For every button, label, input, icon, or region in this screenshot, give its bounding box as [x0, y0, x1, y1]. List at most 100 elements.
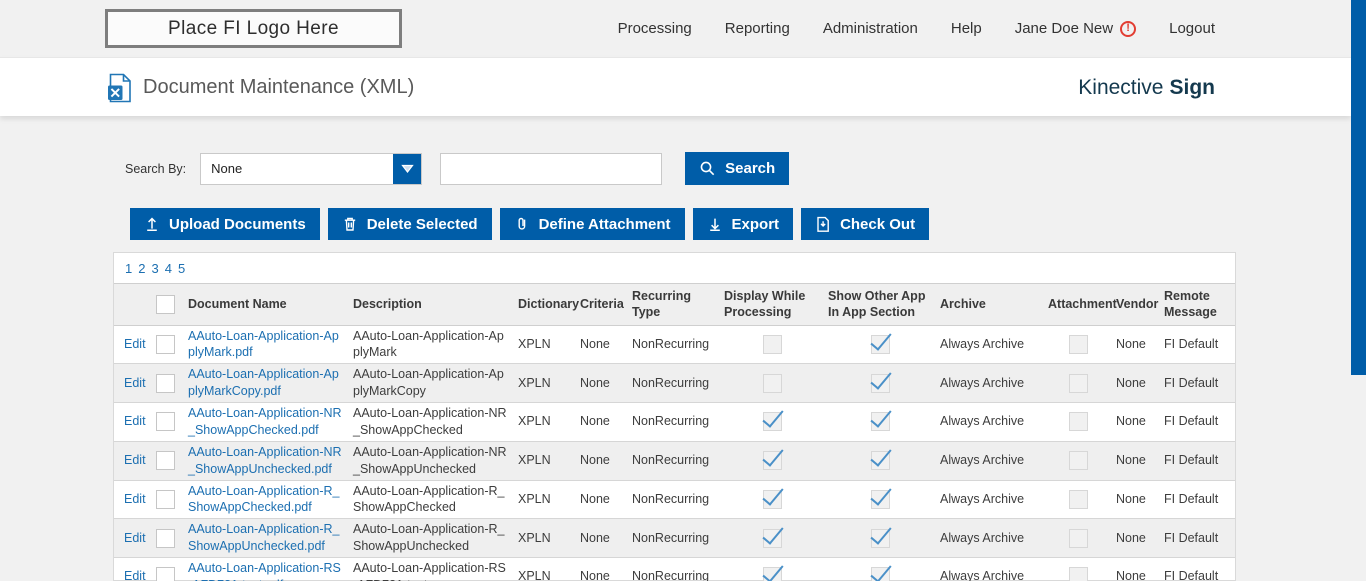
document-name-link[interactable]: AAuto-Loan-Application-NR_ShowAppChecked…: [188, 406, 342, 437]
col-select: [152, 283, 184, 326]
row-select-checkbox[interactable]: [156, 528, 175, 548]
description-cell: AAuto-Loan-Application-NR_ShowAppChecked: [349, 402, 514, 442]
document-name-link[interactable]: AAuto-Loan-Application-ApplyMarkCopy.pdf: [188, 367, 339, 399]
edit-link[interactable]: Edit: [124, 569, 146, 581]
archive-cell: Always Archive: [936, 441, 1044, 481]
table-row: Edit AAuto-Loan-Application-R_ShowAppUnc…: [114, 518, 1235, 558]
dictionary-cell: XPLN: [514, 480, 576, 520]
document-name-link[interactable]: AAuto-Loan-Application-R_ShowAppUnchecke…: [188, 522, 340, 554]
page-link-4[interactable]: 4: [164, 260, 172, 276]
page-link-5[interactable]: 5: [177, 260, 186, 276]
recurring-type-cell: NonRecurring: [628, 557, 720, 581]
document-tools-icon: [108, 73, 131, 102]
nav-administration[interactable]: Administration: [823, 20, 918, 37]
criteria-cell: None: [576, 518, 628, 558]
nav-reporting-label: Reporting: [724, 20, 790, 37]
page-link-3[interactable]: 3: [151, 260, 159, 276]
recurring-type-cell: NonRecurring: [628, 402, 720, 442]
description-cell: AAuto-Loan-Application-NR_ShowAppUncheck…: [349, 441, 514, 481]
description-cell: AAuto-Loan-Application-R_ShowAppChecked: [349, 480, 514, 520]
search-input[interactable]: [440, 152, 663, 185]
display-while-processing-checkbox: [762, 412, 782, 432]
check-out-button[interactable]: Check Out: [801, 208, 930, 240]
documents-panel: 1 2 3 4 5 Document Name Description Dict…: [113, 252, 1236, 581]
row-select-checkbox[interactable]: [156, 334, 175, 354]
criteria-cell: None: [576, 402, 628, 442]
select-all-checkbox[interactable]: [156, 294, 175, 314]
download-icon: [709, 218, 720, 232]
row-select-checkbox[interactable]: [156, 567, 175, 581]
dictionary-cell: XPLN: [514, 325, 576, 365]
recurring-type-cell: NonRecurring: [628, 441, 720, 481]
display-while-processing-checkbox: [762, 373, 782, 393]
col-description: Description: [349, 283, 514, 326]
archive-cell: Always Archive: [936, 480, 1044, 520]
upload-documents-button[interactable]: Upload Documents: [130, 208, 320, 240]
dictionary-cell: XPLN: [514, 441, 576, 481]
fi-logo-text: Place FI Logo Here: [168, 17, 339, 39]
brand-bold: Sign: [1169, 75, 1216, 99]
nav-processing[interactable]: Processing: [618, 20, 692, 37]
archive-cell: Always Archive: [936, 557, 1044, 581]
attachment-checkbox: [1068, 373, 1088, 393]
define-attachment-button[interactable]: Define Attachment: [499, 208, 685, 240]
search-button[interactable]: Search: [685, 152, 790, 185]
document-name-link[interactable]: AAuto-Loan-Application-NR_ShowAppUncheck…: [188, 444, 342, 476]
edit-link[interactable]: Edit: [124, 414, 146, 429]
table-row: Edit AAuto-Loan-Application-RS-AFD731-te…: [114, 557, 1235, 581]
table-row: Edit AAuto-Loan-Application-NR_ShowAppCh…: [114, 402, 1235, 442]
dictionary-cell: XPLN: [514, 402, 576, 442]
vendor-cell: None: [1112, 363, 1160, 403]
scrollbar-thumb[interactable]: [1351, 0, 1366, 375]
show-other-app-checkbox: [870, 451, 890, 471]
table-row: Edit AAuto-Loan-Application-ApplyMarkCop…: [114, 363, 1235, 403]
edit-link[interactable]: Edit: [124, 453, 146, 468]
toolbar: Upload Documents Delete Selected Define …: [130, 208, 930, 240]
edit-link[interactable]: Edit: [124, 336, 146, 351]
vendor-cell: None: [1112, 441, 1160, 481]
page-link-1[interactable]: 1: [125, 260, 133, 276]
chevron-down-icon: [393, 153, 422, 184]
check-out-label: Check Out: [840, 215, 916, 233]
search-row: Search By: None Search: [125, 152, 790, 185]
col-show-other-app: Show Other App In App Section: [824, 283, 936, 326]
criteria-cell: None: [576, 325, 628, 365]
nav-help[interactable]: Help: [951, 20, 982, 37]
nav-reporting[interactable]: Reporting: [725, 20, 790, 37]
attachment-checkbox: [1068, 528, 1088, 548]
brand-regular: Kinective: [1078, 75, 1164, 99]
row-select-checkbox[interactable]: [156, 489, 175, 509]
row-select-checkbox[interactable]: [156, 412, 175, 432]
edit-link[interactable]: Edit: [124, 530, 146, 545]
document-name-link[interactable]: AAuto-Loan-Application-RS-AFD731-test.pd…: [188, 561, 341, 581]
row-select-checkbox[interactable]: [156, 451, 175, 471]
show-other-app-checkbox: [870, 412, 890, 432]
col-remote-message: Remote Message: [1160, 283, 1235, 326]
row-select-checkbox[interactable]: [156, 373, 175, 393]
upload-icon: [147, 217, 157, 232]
edit-link[interactable]: Edit: [124, 375, 146, 390]
attachment-checkbox: [1068, 412, 1088, 432]
dictionary-cell: XPLN: [514, 518, 576, 558]
delete-selected-button[interactable]: Delete Selected: [327, 208, 492, 240]
paperclip-icon: [518, 217, 525, 230]
nav-logout[interactable]: Logout: [1169, 20, 1215, 37]
recurring-type-cell: NonRecurring: [628, 325, 720, 365]
page-link-2[interactable]: 2: [138, 260, 146, 276]
nav-user[interactable]: Jane Doe New !: [1015, 20, 1137, 37]
table-row: Edit AAuto-Loan-Application-ApplyMark.pd…: [114, 325, 1235, 365]
recurring-type-cell: NonRecurring: [628, 363, 720, 403]
recurring-type-cell: NonRecurring: [628, 518, 720, 558]
search-by-select[interactable]: None: [200, 152, 423, 185]
archive-cell: Always Archive: [936, 325, 1044, 365]
archive-cell: Always Archive: [936, 518, 1044, 558]
document-name-link[interactable]: AAuto-Loan-Application-R_ShowAppChecked.…: [188, 483, 340, 515]
export-button[interactable]: Export: [692, 208, 794, 240]
description-cell: AAuto-Loan-Application-ApplyMarkCopy: [349, 363, 514, 403]
nav-administration-label: Administration: [822, 20, 918, 37]
archive-cell: Always Archive: [936, 402, 1044, 442]
document-name-link[interactable]: AAuto-Loan-Application-ApplyMark.pdf: [188, 328, 339, 360]
display-while-processing-checkbox: [762, 451, 782, 471]
search-by-label: Search By:: [125, 161, 187, 176]
edit-link[interactable]: Edit: [124, 491, 146, 506]
